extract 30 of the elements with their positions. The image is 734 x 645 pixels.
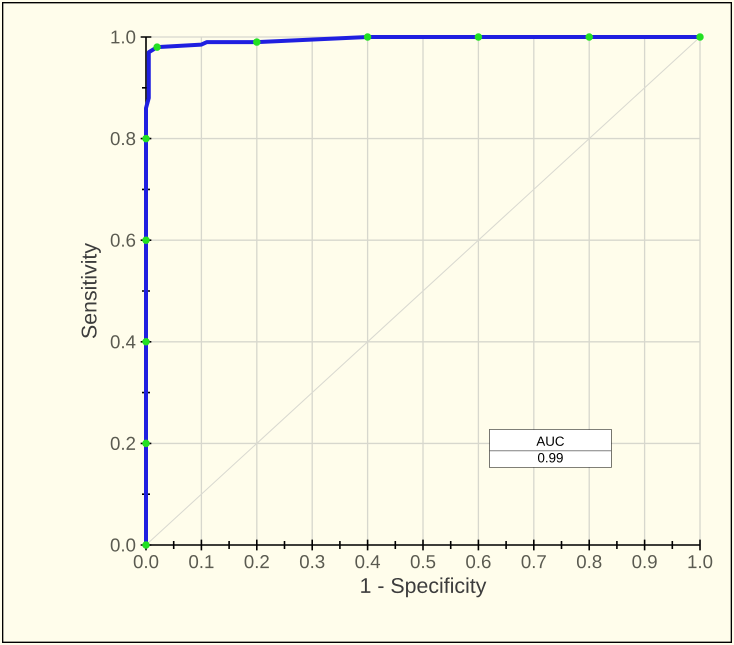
y-tick-label: 0.2 bbox=[110, 436, 136, 450]
point bbox=[696, 33, 704, 41]
point bbox=[142, 541, 150, 549]
x-tick-label: 0.1 bbox=[189, 555, 214, 568]
x-tick-label: 0.3 bbox=[300, 555, 324, 568]
x-tick-label: 0.6 bbox=[466, 555, 491, 568]
x-axis-title: 1 - Specificity bbox=[361, 577, 486, 598]
point bbox=[253, 38, 261, 46]
x-tick-label: 0.2 bbox=[244, 555, 269, 568]
y-tick-label: 1.0 bbox=[111, 30, 136, 44]
y-axis-title: Sensitivity bbox=[80, 243, 101, 338]
y-tick-label: 0.4 bbox=[110, 335, 136, 348]
point bbox=[142, 338, 150, 346]
point bbox=[142, 440, 150, 448]
point bbox=[585, 33, 593, 41]
x-tick-label: 0.4 bbox=[355, 555, 380, 568]
x-tick-label: 0.8 bbox=[576, 555, 602, 568]
x-tick-label: 0.5 bbox=[410, 555, 436, 568]
x-tick-label: 0.9 bbox=[632, 555, 657, 568]
point bbox=[142, 134, 150, 142]
x-tick-label: 0.7 bbox=[522, 555, 546, 568]
y-tick-label: 0.8 bbox=[110, 132, 136, 146]
y-tick-label: 0.0 bbox=[110, 538, 136, 552]
point bbox=[474, 33, 482, 41]
y-tick-label: 0.6 bbox=[110, 234, 136, 247]
point bbox=[153, 43, 161, 51]
point bbox=[364, 33, 372, 41]
point bbox=[142, 236, 150, 244]
x-tick-label: 1.0 bbox=[688, 555, 712, 568]
x-tick-label: 0.0 bbox=[134, 555, 158, 568]
